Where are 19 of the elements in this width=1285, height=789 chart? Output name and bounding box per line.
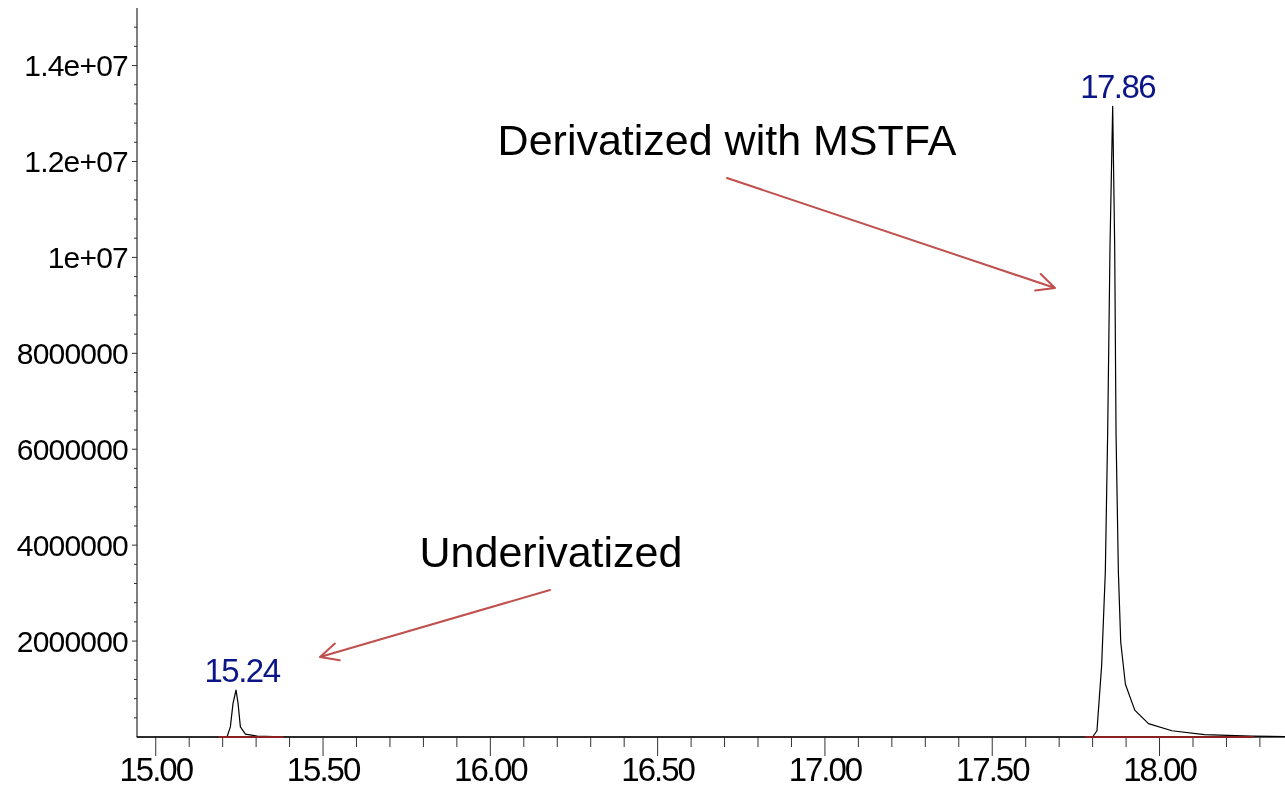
x-tick-label: 17.50 <box>955 751 1031 788</box>
line-series <box>136 105 1285 738</box>
x-tick-label: 18.00 <box>1123 751 1198 788</box>
x-tick-label: 15.00 <box>119 751 194 788</box>
annotation: Derivatized with MSTFA <box>497 116 957 164</box>
y-tick-label: 8000000 <box>16 336 129 370</box>
y-tick-label: 2000000 <box>16 624 129 658</box>
annotation: Underivatized <box>419 528 683 576</box>
y-tick-label: 4000000 <box>16 528 129 562</box>
annotation: 17.86 <box>1080 68 1156 106</box>
y-tick-label: 1.2e+07 <box>24 144 129 178</box>
x-tick-label: 15.50 <box>286 751 361 788</box>
x-tick-label: 17.00 <box>788 751 863 788</box>
y-tick-label: 6000000 <box>16 432 129 466</box>
y-tick-label: 1e+07 <box>47 240 129 274</box>
annotation: 15.24 <box>204 652 281 689</box>
x-tick-label: 16.00 <box>454 751 529 788</box>
y-tick-label: 1.4e+07 <box>24 49 129 83</box>
x-tick-label: 16.50 <box>621 751 696 788</box>
